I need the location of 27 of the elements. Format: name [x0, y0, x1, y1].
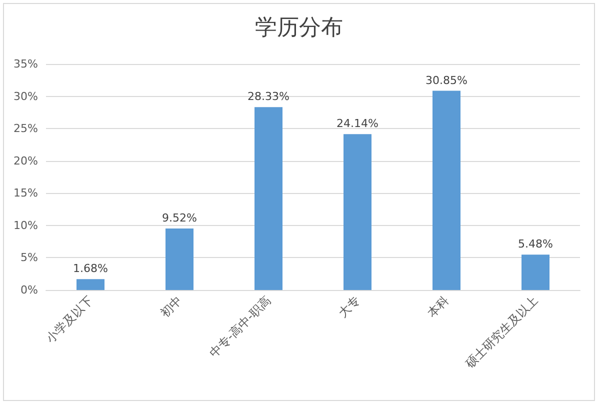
- y-tick-label: 10%: [14, 218, 38, 232]
- y-tick-label: 30%: [14, 90, 38, 103]
- bar: [254, 107, 282, 290]
- data-label: 24.14%: [336, 117, 378, 130]
- bar: [432, 90, 460, 290]
- x-tick-label: 初中: [158, 293, 184, 320]
- data-label: 1.68%: [73, 262, 108, 276]
- bar: [166, 228, 194, 290]
- x-tick-label: 硕士研究生及以上: [462, 293, 540, 372]
- bar: [76, 279, 104, 290]
- bar: [522, 254, 550, 290]
- data-label: 28.33%: [248, 90, 290, 104]
- x-tick-label: 小学及以下: [43, 293, 96, 346]
- y-tick-label: 15%: [14, 186, 38, 200]
- x-tick-label: 本科: [424, 293, 452, 320]
- data-label: 9.52%: [162, 212, 197, 225]
- x-tick-label: 大专: [336, 293, 362, 320]
- y-tick-label: 35%: [14, 58, 38, 70]
- bar: [344, 134, 372, 290]
- y-tick-label: 20%: [14, 154, 38, 168]
- x-tick-label: 中专-高中-职高: [206, 293, 274, 360]
- y-tick-label: 0%: [20, 284, 38, 296]
- data-label: 30.85%: [426, 74, 468, 87]
- data-label: 5.48%: [518, 238, 553, 251]
- y-tick-label: 25%: [14, 122, 38, 136]
- y-tick-label: 5%: [20, 251, 38, 264]
- chart-title: 学历分布: [255, 16, 343, 40]
